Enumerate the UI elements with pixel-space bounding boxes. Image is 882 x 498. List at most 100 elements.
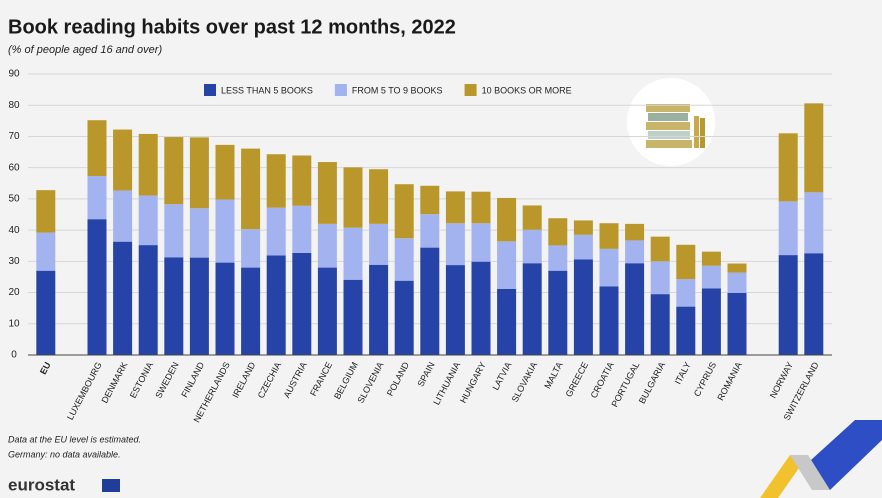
bar-segment <box>138 195 158 246</box>
bar-segment <box>36 232 56 271</box>
bar-segment <box>573 220 593 235</box>
bar-segment <box>548 218 568 246</box>
bar-segment <box>573 234 593 260</box>
bar-segment <box>599 223 619 249</box>
bar-segment <box>215 199 235 263</box>
bar-segment <box>522 229 542 264</box>
bar-segment <box>164 204 184 258</box>
bar-segment <box>113 129 133 191</box>
bar-segment <box>650 236 670 262</box>
y-tick-label: 0 <box>11 350 17 361</box>
bar-segment <box>343 167 363 228</box>
bar-segment <box>701 265 721 289</box>
bar-segment <box>317 162 337 224</box>
bar-segment <box>497 288 517 355</box>
bar-segment <box>343 279 363 355</box>
y-tick-label: 30 <box>8 256 20 267</box>
bar-segment <box>445 265 465 355</box>
bar-segment <box>676 244 696 280</box>
bar-segment <box>445 223 465 266</box>
y-tick-label: 90 <box>8 69 20 80</box>
chart-subtitle: (% of people aged 16 and over) <box>8 44 162 56</box>
bar-segment <box>292 205 312 253</box>
bar-segment <box>241 267 261 355</box>
bar-segment <box>650 261 670 295</box>
eu-flag <box>102 479 120 492</box>
bar-segment <box>701 251 721 266</box>
bar-segment <box>778 255 798 355</box>
bar-segment <box>471 223 491 262</box>
bar-segment <box>804 253 824 355</box>
bar-segment <box>804 103 824 193</box>
y-tick-label: 40 <box>8 225 20 236</box>
note: Germany: no data available. <box>8 449 121 459</box>
bar-segment <box>87 176 107 220</box>
y-tick-label: 10 <box>8 318 20 329</box>
bar-segment <box>420 214 440 248</box>
logo: eurostat <box>8 475 75 494</box>
bar-segment <box>189 257 209 355</box>
bar-segment <box>471 191 491 224</box>
y-tick-label: 50 <box>8 194 20 205</box>
bar-segment <box>241 148 261 230</box>
bar-segment <box>138 133 158 196</box>
bar-segment <box>36 190 56 233</box>
book-icon <box>627 78 715 166</box>
bar-segment <box>292 155 312 206</box>
bar-segment <box>266 207 286 256</box>
bar-segment <box>497 197 517 242</box>
y-tick-label: 80 <box>8 100 20 111</box>
bar-segment <box>522 263 542 355</box>
bar-segment <box>497 241 517 289</box>
bar-segment <box>727 272 747 293</box>
bar-segment <box>317 223 337 268</box>
bar-segment <box>369 223 389 265</box>
bar-segment <box>215 144 235 200</box>
bar-segment <box>343 227 363 280</box>
bar-segment <box>164 257 184 355</box>
legend-swatch <box>464 84 477 96</box>
bar-segment <box>625 223 645 241</box>
chart-title: Book reading habits over past 12 months,… <box>8 16 456 38</box>
bar-segment <box>113 241 133 355</box>
bar-segment <box>599 248 619 287</box>
bar-segment <box>420 185 440 215</box>
bar-segment <box>394 280 414 355</box>
legend-label: LESS THAN 5 BOOKS <box>221 85 313 95</box>
bar-segment <box>599 286 619 355</box>
bar-segment <box>266 255 286 355</box>
legend-swatch <box>204 84 216 96</box>
bar-segment <box>650 294 670 355</box>
note: Data at the EU level is estimated. <box>8 434 141 444</box>
bar-segment <box>241 229 261 268</box>
bar-segment <box>266 154 286 208</box>
bar-segment <box>420 247 440 355</box>
bar-segment <box>394 184 414 239</box>
y-tick-label: 20 <box>8 287 20 298</box>
bar-segment <box>215 262 235 355</box>
bar-segment <box>369 264 389 355</box>
legend-label: FROM 5 TO 9 BOOKS <box>352 85 443 95</box>
bar-segment <box>189 137 209 209</box>
y-tick-label: 70 <box>8 131 20 142</box>
bar-segment <box>676 279 696 307</box>
bar-segment <box>727 263 747 273</box>
bar-segment <box>727 292 747 355</box>
bar-segment <box>778 201 798 256</box>
bar-segment <box>87 219 107 355</box>
bar-segment <box>676 306 696 355</box>
bar-segment <box>138 245 158 355</box>
bar-segment <box>804 192 824 254</box>
bar-segment <box>445 191 465 224</box>
legend-swatch <box>334 84 347 96</box>
bar-segment <box>778 133 798 202</box>
bar-segment <box>625 263 645 355</box>
bar-segment <box>701 288 721 355</box>
bar-segment <box>522 205 542 230</box>
bar-segment <box>164 137 184 205</box>
bar-segment <box>292 252 312 355</box>
bar-segment <box>394 238 414 281</box>
corner-decoration <box>760 420 882 498</box>
